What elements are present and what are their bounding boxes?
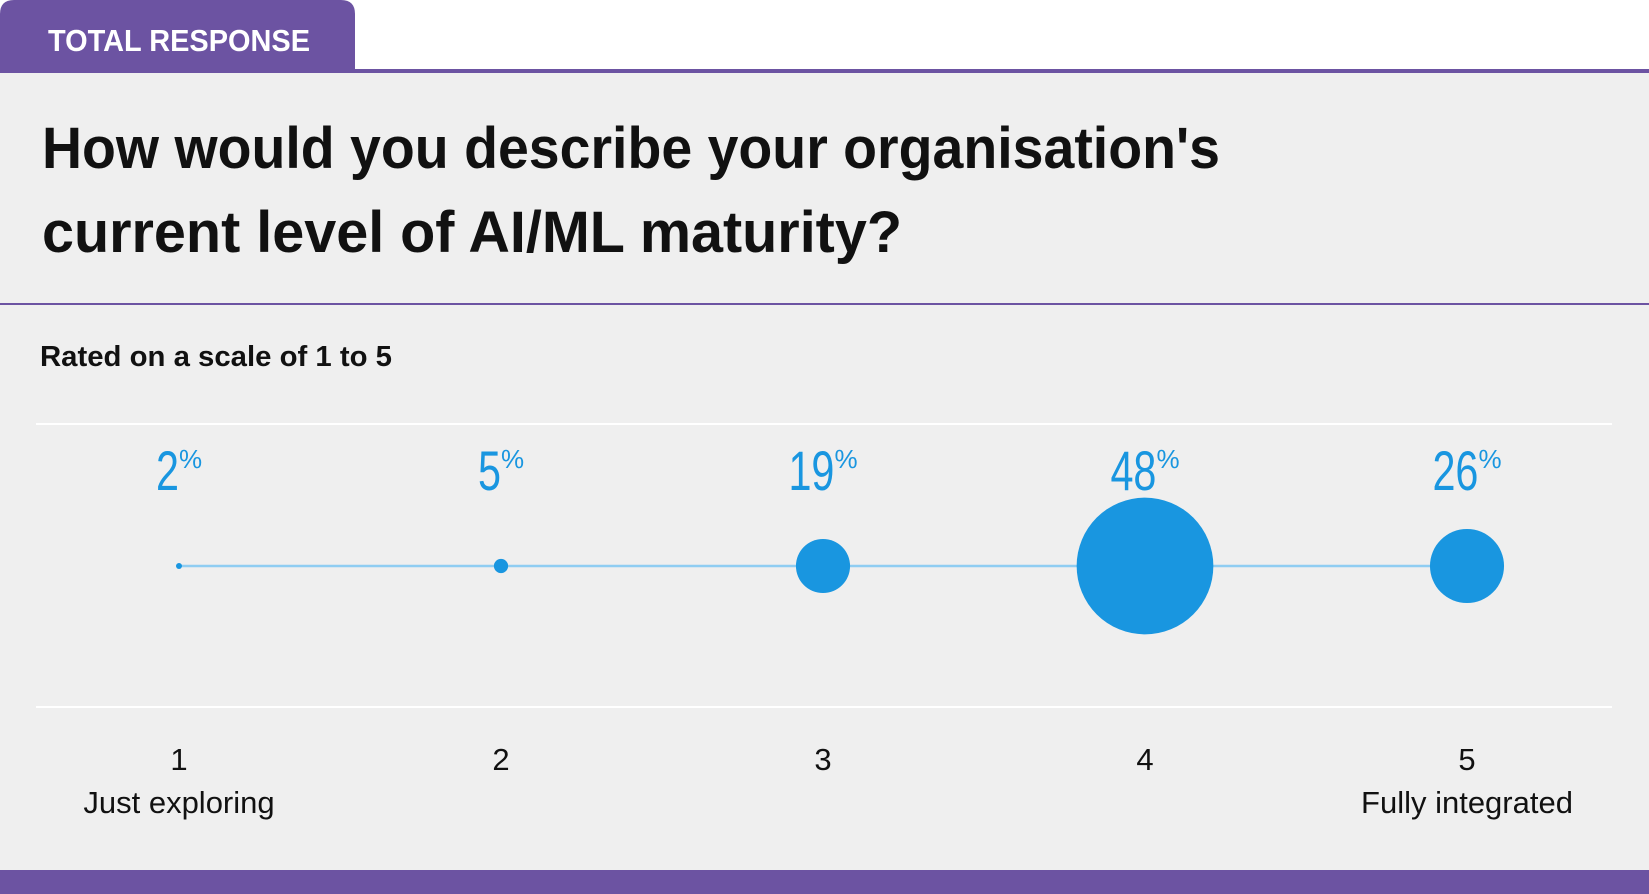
x-tick-label: 4 xyxy=(1136,742,1153,777)
x-tick-sublabel: Just exploring xyxy=(83,785,274,820)
chart-title: How would you describe your organisation… xyxy=(42,116,1220,265)
bubble xyxy=(1076,497,1214,635)
x-tick-label: 5 xyxy=(1458,742,1475,777)
bubble xyxy=(176,563,182,569)
header-tab xyxy=(0,0,355,71)
bubble xyxy=(493,558,509,574)
divider xyxy=(0,303,1649,305)
x-tick-label: 1 xyxy=(170,742,187,777)
bubble xyxy=(795,538,851,594)
background xyxy=(0,71,1649,894)
value-label: 48% xyxy=(1110,439,1179,502)
header-rule xyxy=(0,69,1649,73)
value-label: 5% xyxy=(478,439,524,502)
x-tick-label: 3 xyxy=(814,742,831,777)
x-tick-label: 2 xyxy=(492,742,509,777)
x-tick-sublabel: Fully integrated xyxy=(1361,785,1573,820)
footer-band xyxy=(0,870,1649,894)
value-label: 26% xyxy=(1432,439,1501,502)
value-label: 19% xyxy=(788,439,857,502)
bubble xyxy=(1429,528,1505,604)
chart-subtitle: Rated on a scale of 1 to 5 xyxy=(40,341,392,373)
value-label: 2% xyxy=(156,439,202,502)
tab-label: TOTAL RESPONSE xyxy=(48,23,310,58)
